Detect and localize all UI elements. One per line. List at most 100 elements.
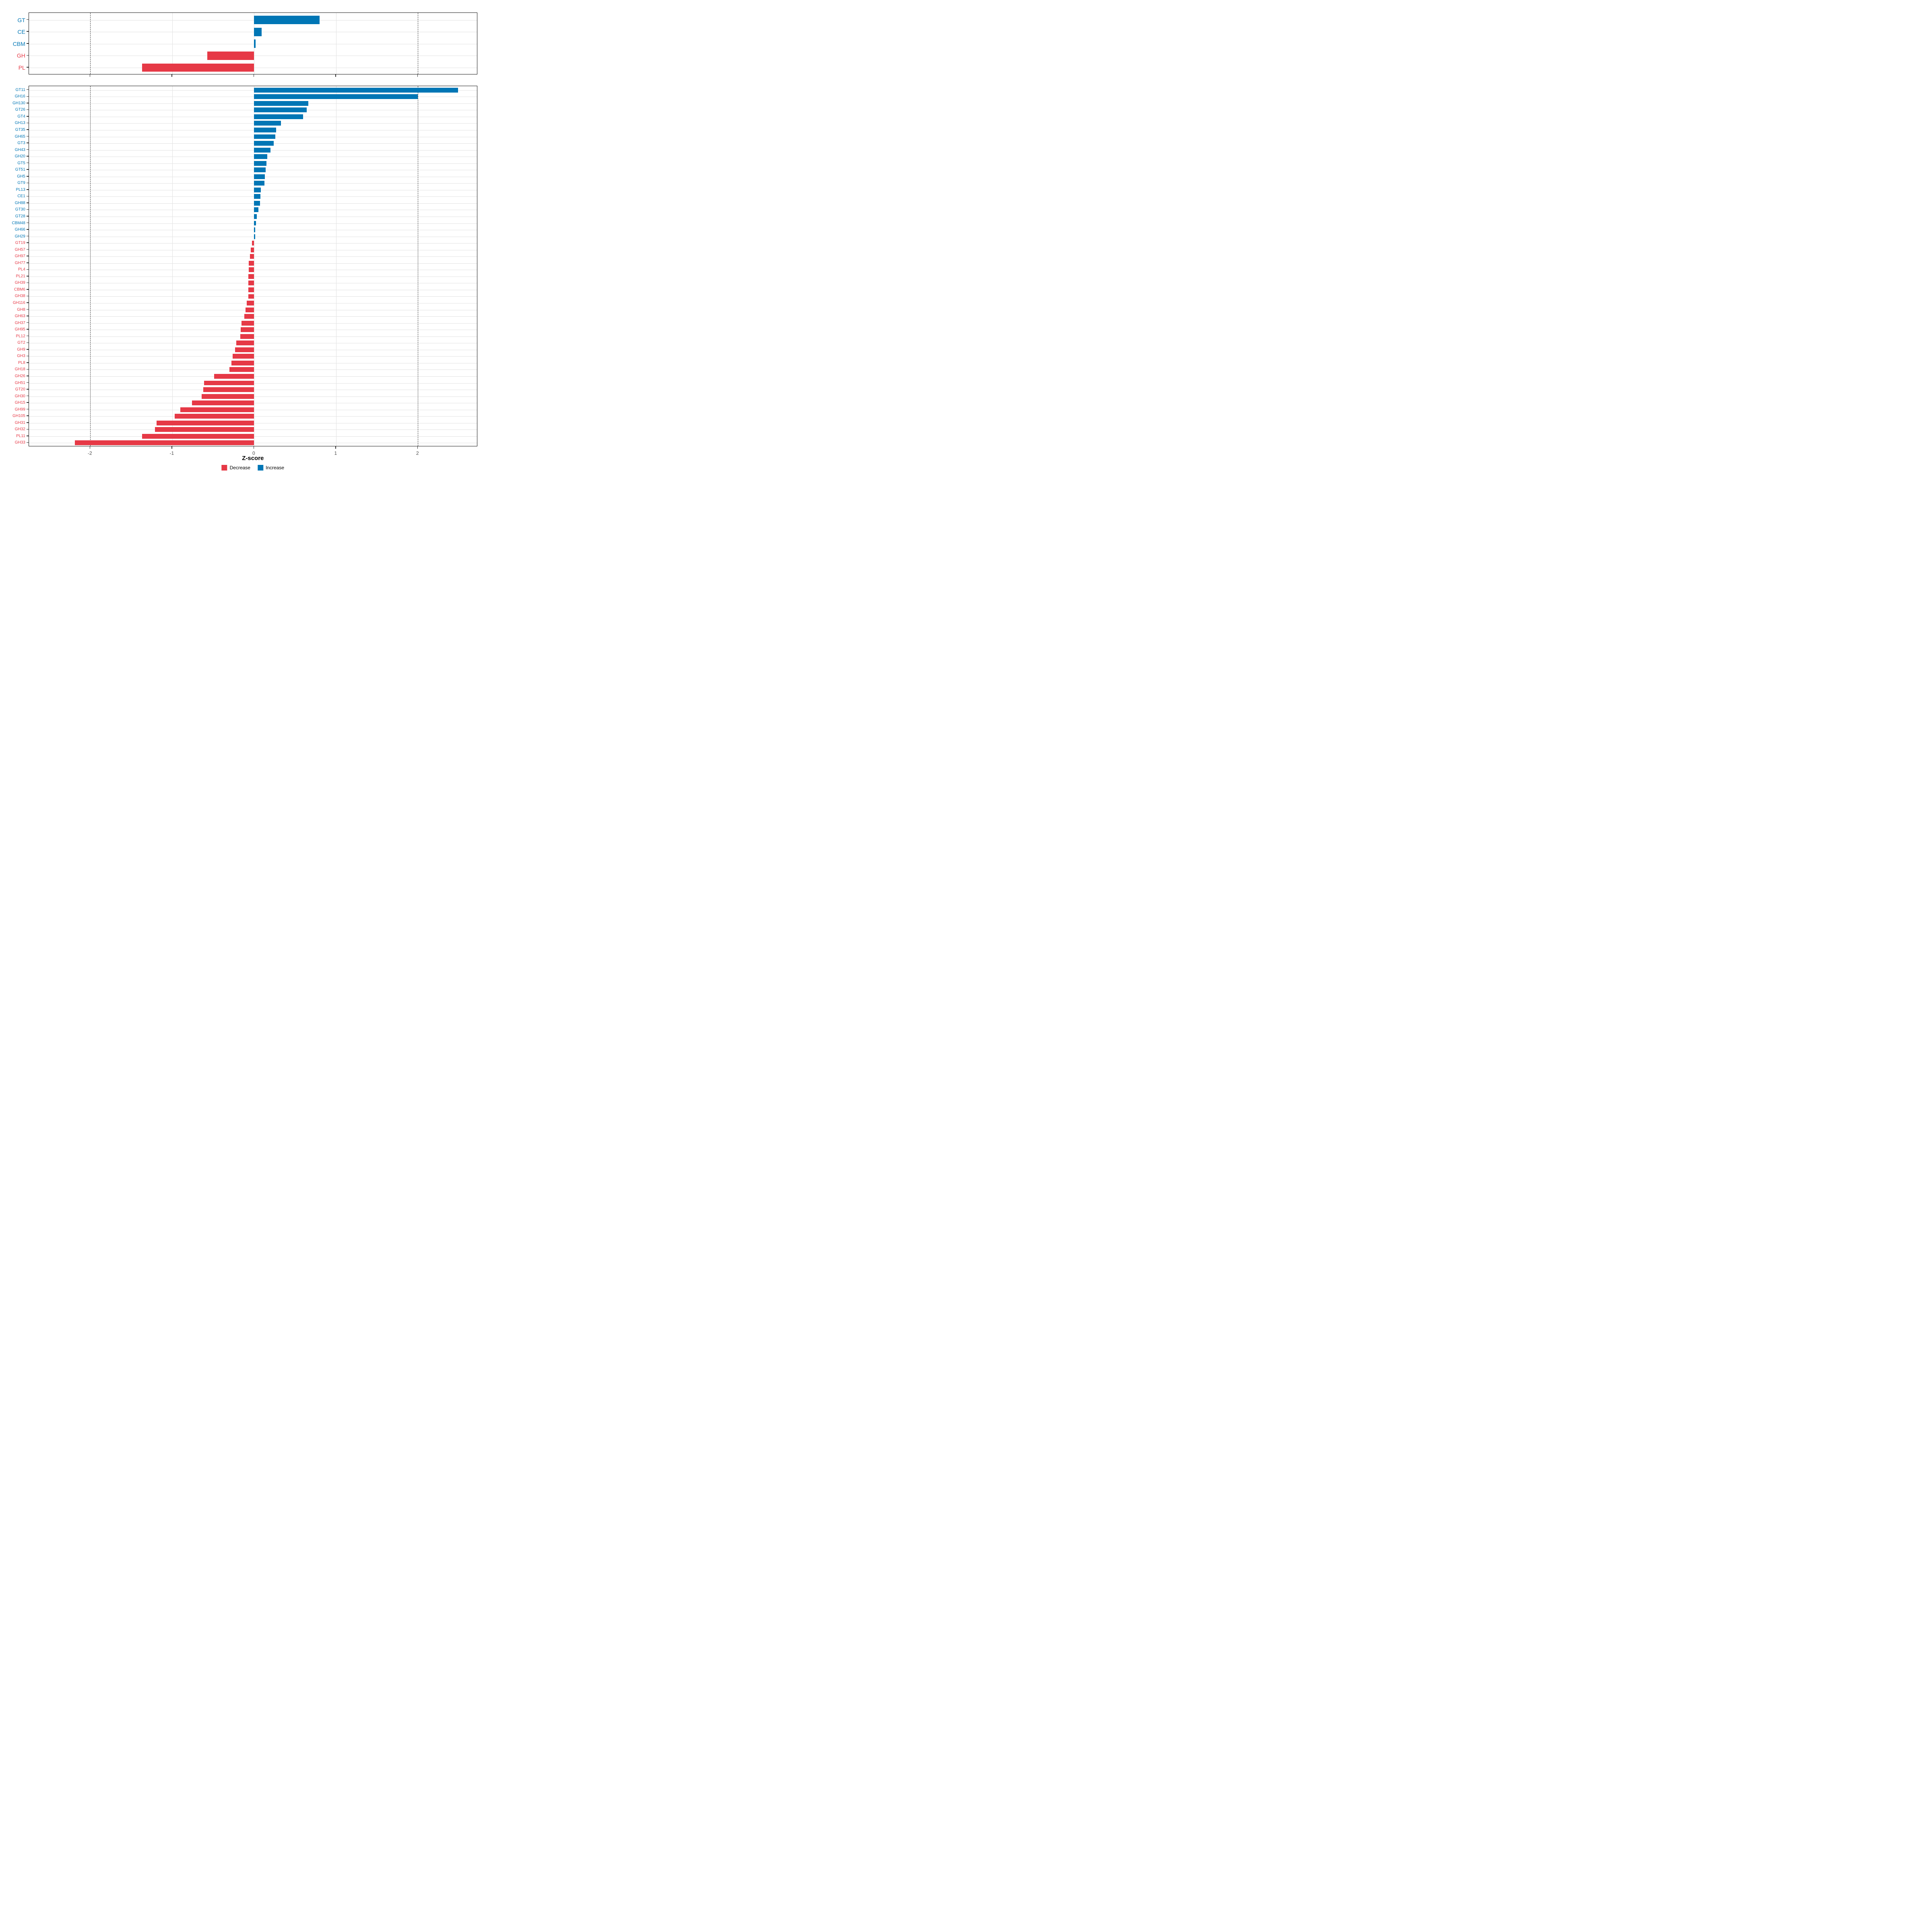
bar-GT9 [254, 181, 264, 186]
vertical-gridline [172, 12, 173, 74]
y-tick [26, 156, 29, 157]
y-tick [26, 362, 29, 363]
x-tick-label: -2 [88, 450, 92, 456]
y-tick [26, 355, 29, 357]
category-label-CE1: CE1 [17, 194, 25, 199]
bar-GT20 [203, 387, 254, 392]
y-tick [26, 129, 29, 130]
bar-GH43 [254, 147, 271, 153]
bar-GH3 [233, 354, 254, 359]
y-tick [26, 415, 29, 416]
category-label-GH51: GH51 [14, 380, 25, 385]
horizontal-gridline [29, 123, 477, 124]
legend-label-increase: Increase [265, 465, 284, 471]
y-tick [26, 89, 29, 90]
x-tick [417, 74, 418, 77]
y-tick [26, 369, 29, 370]
x-tick-label: -1 [169, 450, 174, 456]
bar-GT5 [254, 161, 266, 166]
y-tick [26, 402, 29, 403]
dashed-reference-line [90, 86, 91, 446]
category-label-GT3: GT3 [17, 141, 25, 146]
bar-GH97 [250, 254, 254, 259]
y-tick [26, 309, 29, 310]
y-tick [26, 142, 29, 143]
category-label-PL11: PL11 [16, 433, 25, 438]
category-label-GH37: GH37 [14, 320, 25, 325]
category-label-GH5: GH5 [17, 174, 25, 179]
category-label-CE: CE [17, 29, 25, 35]
category-label-PL13: PL13 [16, 187, 25, 192]
bar-GT11 [254, 87, 458, 93]
horizontal-gridline [29, 196, 477, 197]
bar-CE [254, 27, 262, 36]
horizontal-gridline [29, 223, 477, 224]
category-label-GH57: GH57 [14, 247, 25, 252]
category-label-GH88: GH88 [14, 200, 25, 205]
y-tick [26, 242, 29, 243]
category-label-CBM6: CBM6 [14, 287, 25, 292]
bar-GH130 [254, 101, 308, 106]
y-tick [26, 302, 29, 303]
horizontal-gridline [29, 203, 477, 204]
bar-GH9 [235, 347, 254, 352]
category-label-GH9: GH9 [17, 347, 25, 352]
y-tick [26, 442, 29, 443]
bar-CBM48 [254, 221, 256, 226]
x-tick-label: 0 [252, 450, 255, 456]
bar-GH116 [247, 301, 254, 305]
category-label-GT2: GT2 [17, 341, 25, 345]
y-tick [26, 189, 29, 190]
bar-GH32 [155, 427, 254, 432]
bar-CE1 [254, 194, 261, 199]
y-tick [26, 67, 29, 68]
category-label-PL12: PL12 [16, 334, 25, 339]
horizontal-gridline [29, 163, 477, 164]
bar-GT28 [254, 214, 257, 219]
bar-GH26 [214, 374, 254, 379]
category-label-GH99: GH99 [14, 407, 25, 412]
bar-GH37 [241, 320, 254, 326]
y-tick [26, 262, 29, 263]
y-tick [26, 295, 29, 297]
category-label-GT9: GT9 [17, 181, 25, 186]
y-tick [26, 422, 29, 423]
category-label-PL21: PL21 [16, 274, 25, 279]
bar-GH16 [254, 94, 418, 99]
bar-GH66 [254, 227, 255, 233]
bar-GT26 [254, 107, 307, 113]
category-label-GH97: GH97 [14, 254, 25, 259]
figure: GT CE CBM GH PL GT11 GH16 GH130 GT26 GT4 GH13 GT35… [0, 0, 483, 483]
x-tick-label: 1 [334, 450, 337, 456]
x-tick [417, 446, 418, 449]
bar-GH39 [248, 281, 254, 286]
bar-PL4 [248, 267, 254, 272]
category-label-GH39: GH39 [14, 281, 25, 285]
x-tick-label: 2 [416, 450, 419, 456]
bar-GH95 [240, 327, 254, 332]
y-tick [26, 43, 29, 44]
y-tick [26, 276, 29, 277]
y-tick [26, 209, 29, 210]
bar-GH13 [254, 121, 281, 126]
bar-GT51 [254, 167, 266, 173]
bar-PL12 [240, 334, 254, 339]
dashed-reference-line [90, 12, 91, 74]
y-tick [26, 249, 29, 250]
bar-GH18 [229, 367, 254, 372]
category-label-GT11: GT11 [15, 87, 25, 92]
category-label-GH130: GH130 [12, 101, 25, 105]
bar-GH5 [254, 174, 265, 179]
category-label-GT30: GT30 [15, 207, 25, 212]
category-label-GT28: GT28 [15, 214, 25, 219]
category-label-GH95: GH95 [14, 327, 25, 332]
bar-GH99 [180, 407, 254, 412]
category-label-GH3: GH3 [17, 354, 25, 359]
x-tick [335, 446, 336, 449]
category-label-CBM: CBM [12, 40, 25, 47]
category-label-GH33: GH33 [14, 440, 25, 445]
category-label-GT26: GT26 [15, 107, 25, 112]
bar-GT35 [254, 128, 277, 132]
horizontal-gridline [29, 150, 477, 151]
bar-GT3 [254, 141, 274, 146]
